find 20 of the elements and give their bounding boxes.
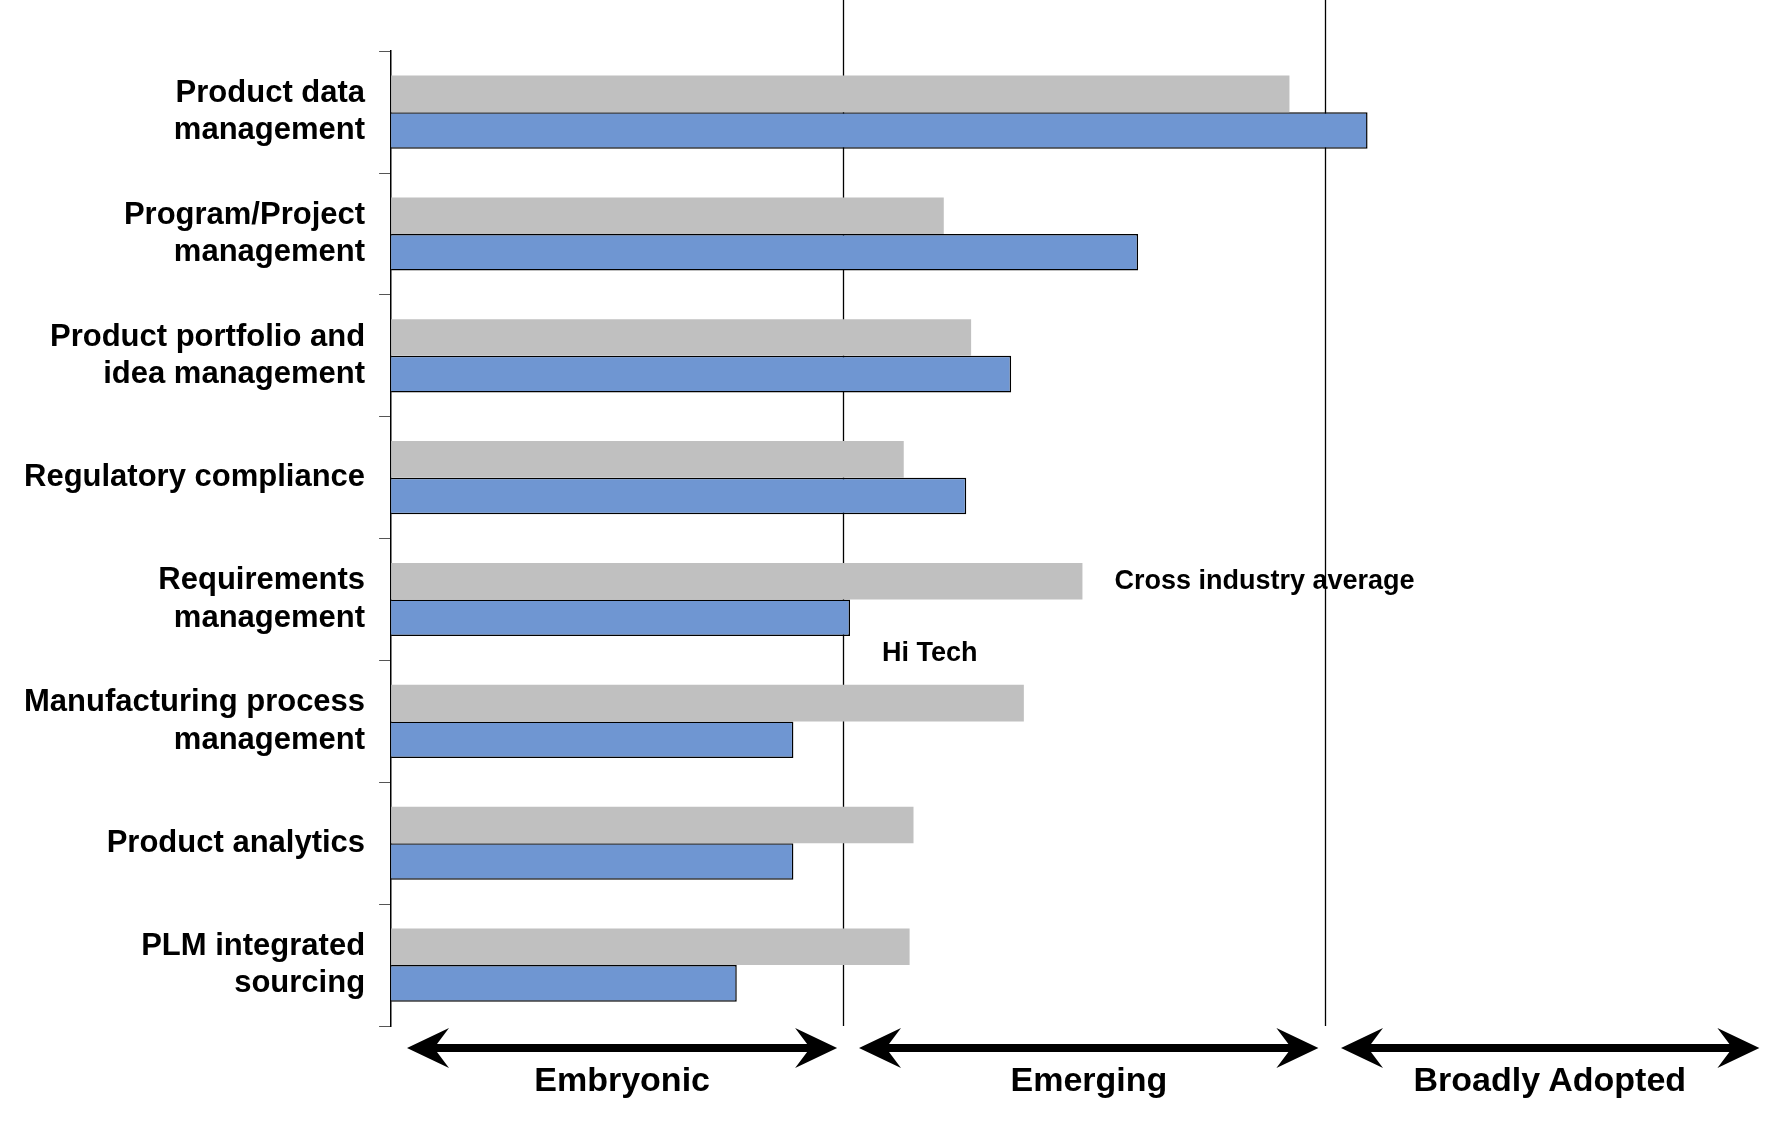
y-tick-label: Program/Project management (123, 195, 366, 269)
bar (391, 197, 944, 234)
bar (391, 319, 972, 356)
y-tick-label: Product data management (173, 74, 366, 147)
y-tick-label: Requirements management (158, 561, 366, 634)
bar (391, 75, 1290, 113)
bar (391, 562, 1083, 600)
bar (391, 684, 1024, 722)
y-tick-label: Manufacturing process management (24, 683, 366, 756)
y-tick-label: PLM integrated sourcing (141, 927, 366, 1000)
y-tick-label: Regulatory compliance (24, 458, 366, 494)
y-tick-label: Product analytics (106, 823, 366, 859)
text: Broadly Adopted (1413, 1060, 1687, 1099)
bar (391, 441, 904, 478)
bar (391, 928, 910, 966)
bar (391, 806, 914, 844)
text: Emerging (1010, 1060, 1168, 1099)
series-label: Hi Tech (882, 637, 978, 668)
text: Embryonic (534, 1060, 710, 1099)
y-tick-label: Product portfolio and idea management (49, 317, 366, 390)
